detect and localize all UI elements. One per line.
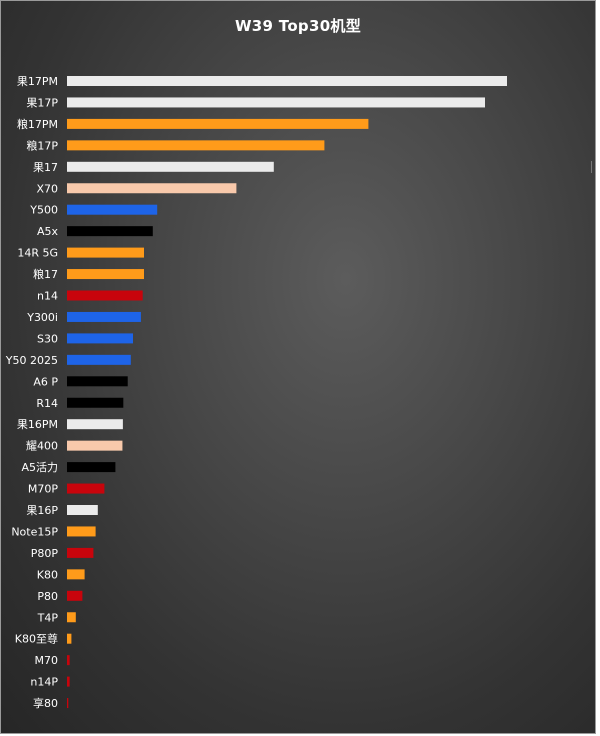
bar: [67, 376, 128, 387]
chart-title: W39 Top30机型: [234, 17, 362, 35]
bar: [67, 569, 85, 580]
bar: [67, 76, 507, 86]
category-label: A5活力: [21, 461, 58, 474]
bar: [67, 462, 116, 473]
scroll-edge-mark: [591, 161, 595, 173]
category-label: R14: [36, 397, 58, 410]
bar: [67, 183, 237, 194]
category-label: P80: [37, 590, 58, 603]
bar: [67, 333, 133, 344]
category-label: 果17P: [26, 96, 58, 109]
bar: [67, 547, 94, 558]
category-label: 果17PM: [17, 75, 58, 88]
category-label: 享80: [33, 696, 58, 710]
category-label: K80: [37, 568, 58, 581]
bar: [67, 612, 76, 623]
bar: [67, 676, 70, 687]
category-label: T4P: [37, 611, 59, 624]
category-label: A6 P: [33, 375, 58, 388]
bar: [67, 247, 144, 258]
bar: [67, 204, 158, 215]
category-label: Y50 2025: [5, 354, 58, 367]
category-label: Note15P: [11, 525, 58, 538]
bar: [67, 290, 143, 301]
category-label: 粮17: [33, 267, 58, 281]
bar: [67, 97, 485, 108]
bar: [67, 161, 274, 172]
category-label: X70: [36, 182, 58, 195]
bar: [67, 505, 98, 515]
category-label: 14R 5G: [17, 247, 58, 260]
category-label: P80P: [31, 547, 59, 560]
category-label: Y500: [29, 204, 58, 217]
category-label: 粮17P: [26, 138, 58, 152]
category-label: K80至尊: [15, 632, 58, 646]
category-label: 果16PM: [17, 418, 58, 431]
category-label: M70: [35, 654, 59, 667]
category-label: A5x: [37, 225, 59, 238]
bar: [67, 269, 144, 280]
category-label: n14: [37, 290, 58, 303]
category-label: 粮17PM: [17, 117, 58, 131]
bar: [67, 526, 96, 537]
bar: [67, 633, 72, 644]
bar: [67, 397, 124, 408]
bar: [67, 226, 153, 237]
bar: [67, 483, 105, 494]
category-label: Y300i: [26, 311, 58, 324]
bar: [67, 590, 83, 601]
bar: [67, 698, 69, 709]
bar: [67, 440, 123, 451]
bar: [67, 140, 325, 151]
category-label: 果16P: [26, 504, 58, 517]
category-label: M70P: [28, 483, 58, 496]
bar: [67, 118, 369, 129]
category-label: 果17: [33, 161, 58, 174]
bar: [67, 311, 141, 322]
category-label: n14P: [30, 676, 58, 689]
bar: [67, 419, 123, 430]
category-label: S30: [37, 332, 58, 345]
bar: [67, 655, 70, 666]
category-label: 耀400: [26, 440, 58, 453]
bar: [67, 354, 131, 365]
